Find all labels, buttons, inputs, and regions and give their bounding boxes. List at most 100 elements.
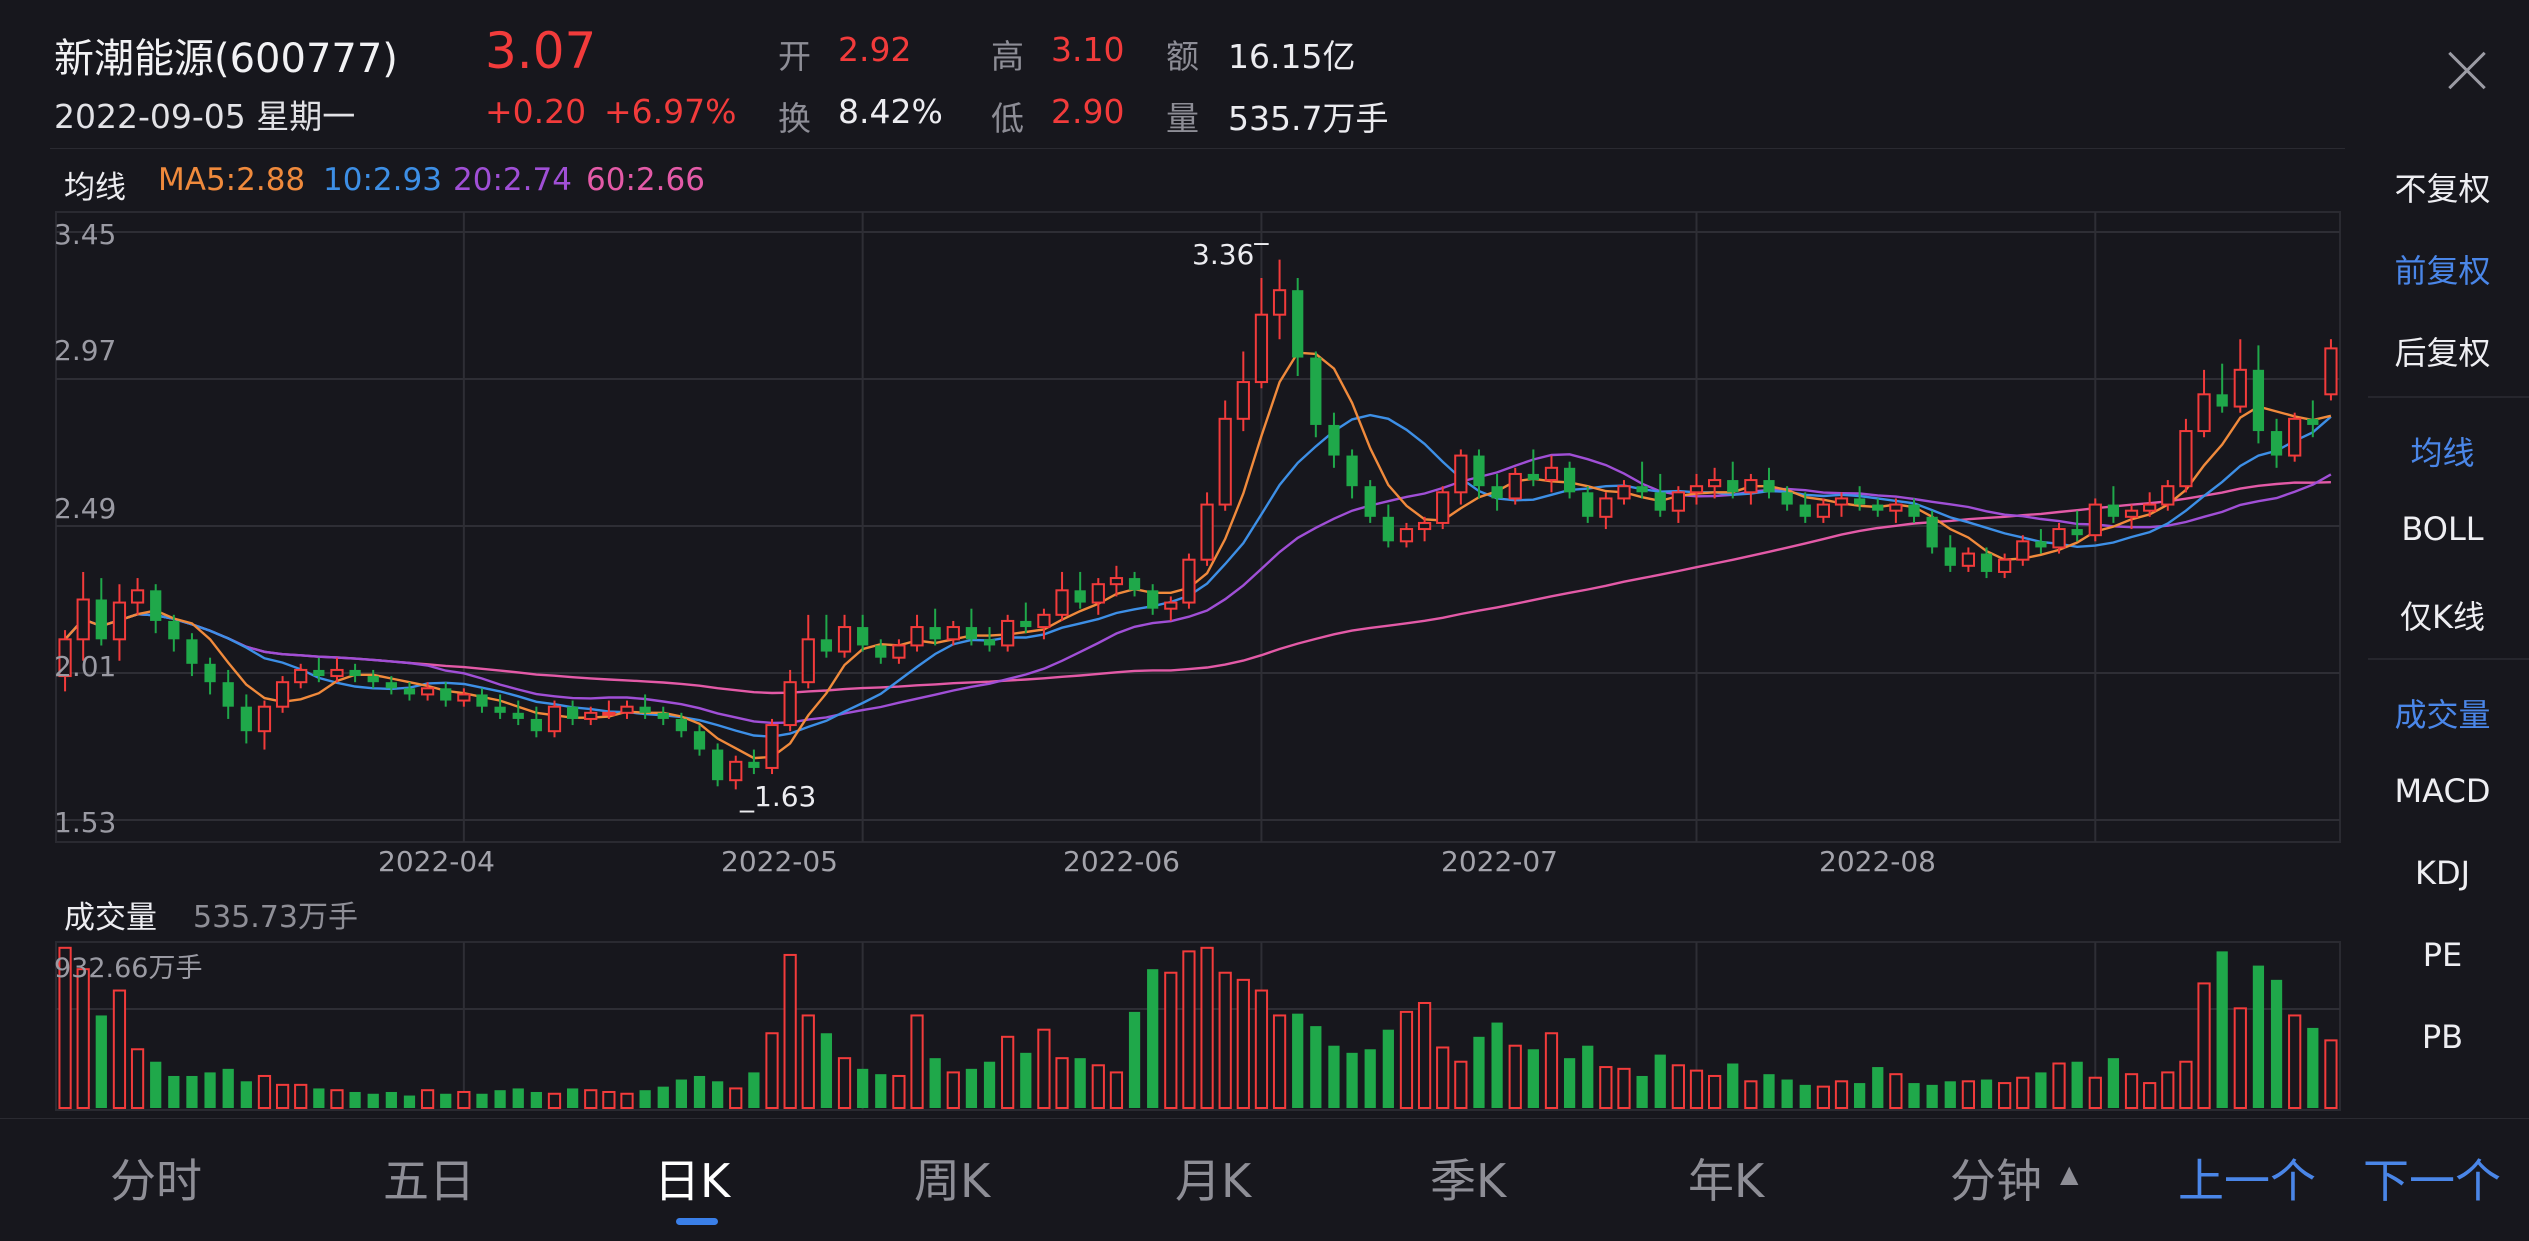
candle-body-down (1364, 486, 1376, 517)
candle-body-up (2016, 540, 2030, 561)
next-button[interactable]: 下一个 (2363, 1154, 2501, 1208)
volume-bar-down (2270, 979, 2283, 1108)
candle-body-down (222, 682, 234, 707)
volume-bar-down (204, 1072, 216, 1108)
candle-body-up (1961, 552, 1976, 567)
volume-bar-down (349, 1091, 361, 1108)
candle-body-up (1707, 479, 1722, 488)
candle-body-down (1654, 492, 1666, 511)
volume-bar-down (1473, 1036, 1485, 1108)
active-tab-indicator (676, 1218, 718, 1225)
previous-button[interactable]: 上一个 (2178, 1154, 2316, 1208)
max-price-marker: 3.36‾ (1192, 238, 1269, 271)
volume-bar-up (1055, 1057, 1069, 1110)
tab-yearly-k[interactable]: 年K (1688, 1154, 1765, 1208)
volume-bar-down (1382, 1029, 1394, 1108)
candle-body-down (639, 706, 651, 713)
menu-pe[interactable]: PE (2422, 936, 2463, 974)
candle-body-down (2307, 418, 2319, 425)
candle-body-down (204, 663, 216, 683)
volume-bar-up (1399, 1010, 1414, 1110)
tab-daily-k[interactable]: 日K (654, 1154, 731, 1208)
volume-bar-up (837, 1057, 852, 1110)
menu-backward-adjust[interactable]: 后复权 (2394, 334, 2491, 372)
menu-forward-adjust[interactable]: 前复权 (2394, 252, 2491, 290)
menu-ma[interactable]: 均线 (2410, 434, 2475, 472)
volume-bar-down (675, 1079, 688, 1108)
volume-max-label: 932.66万手 (54, 953, 203, 984)
menu-macd[interactable]: MACD (2394, 772, 2491, 810)
tab-intraday[interactable]: 分时 (110, 1154, 202, 1208)
menu-no-adjust[interactable]: 不复权 (2394, 170, 2491, 208)
candle-body-down (240, 706, 252, 732)
candle-body-down (1799, 504, 1811, 517)
volume-bar-up (892, 1074, 906, 1110)
volume-bar-down (639, 1090, 651, 1108)
volume-bar-up (420, 1089, 435, 1109)
candle-body-up (130, 589, 145, 604)
volume-bar-down (494, 1090, 506, 1108)
candle-body-down (1763, 480, 1775, 493)
tab-monthly-k[interactable]: 月K (1175, 1154, 1252, 1208)
volume-panel-current: 535.73万手 (193, 900, 358, 935)
candle-body-down (1346, 455, 1358, 487)
candle-body-down (1147, 590, 1159, 609)
menu-kdj[interactable]: KDJ (2414, 854, 2471, 892)
candle-body-up (1272, 289, 1287, 316)
candle-body-up (837, 626, 852, 653)
volume-bar-down (693, 1075, 706, 1108)
volume-bar-down (965, 1068, 978, 1108)
candle-body-up (1744, 479, 1758, 494)
candle-body-down (1727, 480, 1739, 493)
candle-body-down (1473, 455, 1485, 487)
candle-body-up (294, 668, 308, 684)
volume-bar-up (76, 968, 90, 1109)
candle-body-up (801, 638, 815, 684)
volume-bar-down (1147, 969, 1159, 1108)
candle-body-up (602, 711, 616, 716)
candle-body-down (1582, 492, 1594, 517)
volume-bar-down (566, 1088, 579, 1108)
menu-boll[interactable]: BOLL (2401, 510, 2484, 548)
x-tick-label: 2022-04 (378, 845, 495, 878)
candle-body-up (1816, 503, 1831, 518)
ma-legend-title: 均线 (64, 170, 126, 206)
candle-body-down (313, 669, 325, 677)
candle-body-up (783, 681, 797, 727)
candle-body-up (2052, 528, 2066, 549)
volume-bar-up (1454, 1060, 1468, 1109)
volume-bar-up (1182, 950, 1196, 1110)
volume-bar-down (512, 1088, 524, 1108)
volume-bar-down (2307, 1027, 2319, 1108)
candle-body-up (1671, 491, 1685, 512)
volume-bar-up (2124, 1073, 2139, 1109)
menu-kline-only[interactable]: 仅K线 (2400, 598, 2485, 636)
volume-bar-down (929, 1058, 941, 1108)
volume-bar-down (150, 1061, 162, 1108)
price-change: +0.20 (485, 92, 587, 131)
candle-body-up (1399, 528, 1414, 543)
candle-body-up (112, 601, 127, 641)
volume-bar-down (1799, 1084, 1811, 1108)
low-value: 2.90 (1051, 92, 1125, 131)
menu-pb[interactable]: PB (2421, 1018, 2464, 1056)
volume-bar-down (1854, 1083, 1866, 1108)
ma5-legend: MA5:2.88 (158, 162, 306, 198)
tab-five-day[interactable]: 五日 (383, 1154, 475, 1208)
tab-minute[interactable]: 分钟 (1950, 1154, 2042, 1208)
volume-bar-down (1292, 1013, 1304, 1108)
triangle-up-icon[interactable]: ▲ (2060, 1160, 2079, 1188)
candle-body-up (1417, 521, 1432, 531)
menu-volume[interactable]: 成交量 (2394, 696, 2491, 734)
tab-quarterly-k[interactable]: 季K (1430, 1154, 1507, 1208)
tab-weekly-k[interactable]: 周K (914, 1154, 991, 1208)
volume-bar-down (1980, 1079, 1993, 1108)
volume-bar-up (1744, 1080, 1758, 1109)
volume-label: 量 (1166, 99, 1199, 138)
volume-bar-down (1582, 1045, 1594, 1108)
volume-bar-down (657, 1086, 669, 1108)
candle-body-down (512, 712, 524, 719)
volume-bar-up (1617, 1067, 1631, 1109)
candle-body-down (476, 694, 488, 707)
